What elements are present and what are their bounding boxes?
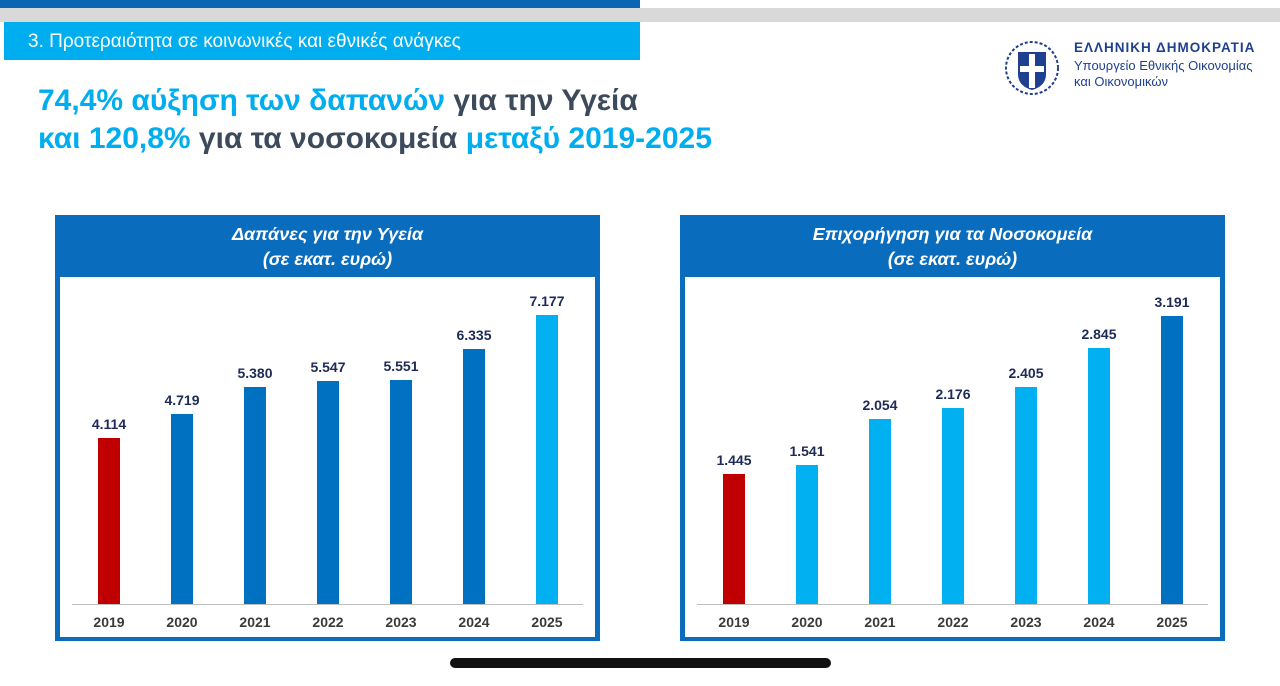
x-tick-label: 2021 bbox=[864, 614, 896, 630]
data-label: 6.335 bbox=[456, 326, 492, 343]
chart-subtitle: (σε εκατ. ευρώ) bbox=[887, 249, 1018, 269]
organization: ΕΛΛΗΝΙΚΗ ΔΗΜΟΚΡΑΤΙΑ Υπουργείο Εθνικής Οι… bbox=[1074, 40, 1255, 90]
chart-header: Επιχορήγηση για τα Νοσοκομεία (σε εκατ. … bbox=[680, 215, 1225, 277]
section-title: 3. Προτεραιότητα σε κοινωνικές και εθνικ… bbox=[4, 22, 640, 60]
ministry-line-1: Υπουργείο Εθνικής Οικονομίας bbox=[1074, 58, 1253, 73]
data-label: 4.114 bbox=[91, 416, 127, 433]
separator-band bbox=[0, 8, 1280, 22]
bar-2025 bbox=[1161, 316, 1183, 604]
bar-2025 bbox=[536, 315, 558, 604]
x-axis bbox=[72, 604, 583, 605]
data-label: 5.551 bbox=[383, 358, 419, 375]
bar-2020 bbox=[171, 413, 193, 604]
data-label: 2.054 bbox=[862, 396, 898, 413]
bar-2019 bbox=[98, 438, 120, 604]
data-label: 2.176 bbox=[935, 385, 971, 402]
home-indicator[interactable] bbox=[450, 658, 831, 668]
bar-2022 bbox=[942, 407, 964, 604]
x-tick-label: 2024 bbox=[458, 614, 490, 630]
data-label: 2.845 bbox=[1081, 325, 1117, 342]
data-label: 5.380 bbox=[237, 365, 273, 382]
data-label: 7.177 bbox=[529, 293, 565, 309]
bar-2022 bbox=[317, 380, 339, 604]
chart-header: Δαπάνες για την Υγεία (σε εκατ. ευρώ) bbox=[55, 215, 600, 277]
x-tick-label: 2020 bbox=[791, 614, 823, 630]
data-label: 1.445 bbox=[716, 451, 752, 468]
x-tick-label: 2024 bbox=[1083, 614, 1115, 630]
bar-2023 bbox=[390, 380, 412, 604]
hospital-grants-chart: Επιχορήγηση για τα Νοσοκομεία (σε εκατ. … bbox=[680, 215, 1225, 641]
headline: 74,4% αύξηση των δαπανών για την Υγεία κ… bbox=[38, 82, 712, 158]
x-tick-label: 2019 bbox=[93, 614, 125, 630]
bar-2021 bbox=[244, 387, 266, 604]
x-axis bbox=[697, 604, 1208, 605]
plot-area: 1.445 2019 1.541 2020 2.054 2021 2.176 2022 2.40… bbox=[685, 277, 1220, 637]
chart-title: Επιχορήγηση για τα Νοσοκομεία bbox=[812, 224, 1093, 244]
data-label: 5.547 bbox=[310, 358, 346, 375]
x-tick-label: 2019 bbox=[718, 614, 750, 630]
chart-subtitle: (σε εκατ. ευρώ) bbox=[262, 249, 393, 269]
headline-highlight: 74,4% αύξηση των δαπανών bbox=[38, 84, 446, 117]
headline-text: για την Υγεία bbox=[445, 84, 638, 117]
data-label: 2.405 bbox=[1008, 365, 1044, 382]
data-label: 1.541 bbox=[789, 443, 825, 460]
top-bar bbox=[0, 0, 640, 8]
health-spending-chart: Δαπάνες για την Υγεία (σε εκατ. ευρώ) 4.… bbox=[55, 215, 600, 641]
x-tick-label: 2025 bbox=[1156, 614, 1188, 630]
bar-2019 bbox=[723, 473, 745, 604]
country-name: ΕΛΛΗΝΙΚΗ ΔΗΜΟΚΡΑΤΙΑ bbox=[1074, 40, 1256, 55]
chart-title: Δαπάνες για την Υγεία bbox=[231, 224, 424, 244]
bar-2023 bbox=[1015, 387, 1037, 604]
data-label: 4.719 bbox=[164, 391, 200, 408]
x-tick-label: 2022 bbox=[312, 614, 344, 630]
headline-text: για τα νοσοκομεία bbox=[190, 122, 466, 155]
x-tick-label: 2021 bbox=[239, 614, 271, 630]
headline-highlight: μεταξύ 2019-2025 bbox=[465, 122, 712, 155]
bar-2020 bbox=[796, 465, 818, 604]
data-label: 3.191 bbox=[1154, 294, 1190, 311]
coat-of-arms-icon bbox=[1005, 41, 1059, 95]
bar-2024 bbox=[1088, 347, 1110, 604]
ministry-name: Υπουργείο Εθνικής Οικονομίας και Οικονομι… bbox=[1074, 58, 1255, 90]
ministry-line-2: και Οικονομικών bbox=[1074, 74, 1169, 89]
x-tick-label: 2025 bbox=[531, 614, 563, 630]
bar-2021 bbox=[869, 418, 891, 604]
x-tick-label: 2022 bbox=[937, 614, 969, 630]
headline-highlight: και 120,8% bbox=[38, 122, 191, 155]
x-tick-label: 2023 bbox=[385, 614, 417, 630]
plot-area: 4.114 2019 4.719 2020 5.380 2021 5.547 2022 5.55… bbox=[60, 277, 595, 637]
x-tick-label: 2023 bbox=[1010, 614, 1042, 630]
bar-2024 bbox=[463, 348, 485, 604]
x-tick-label: 2020 bbox=[166, 614, 198, 630]
